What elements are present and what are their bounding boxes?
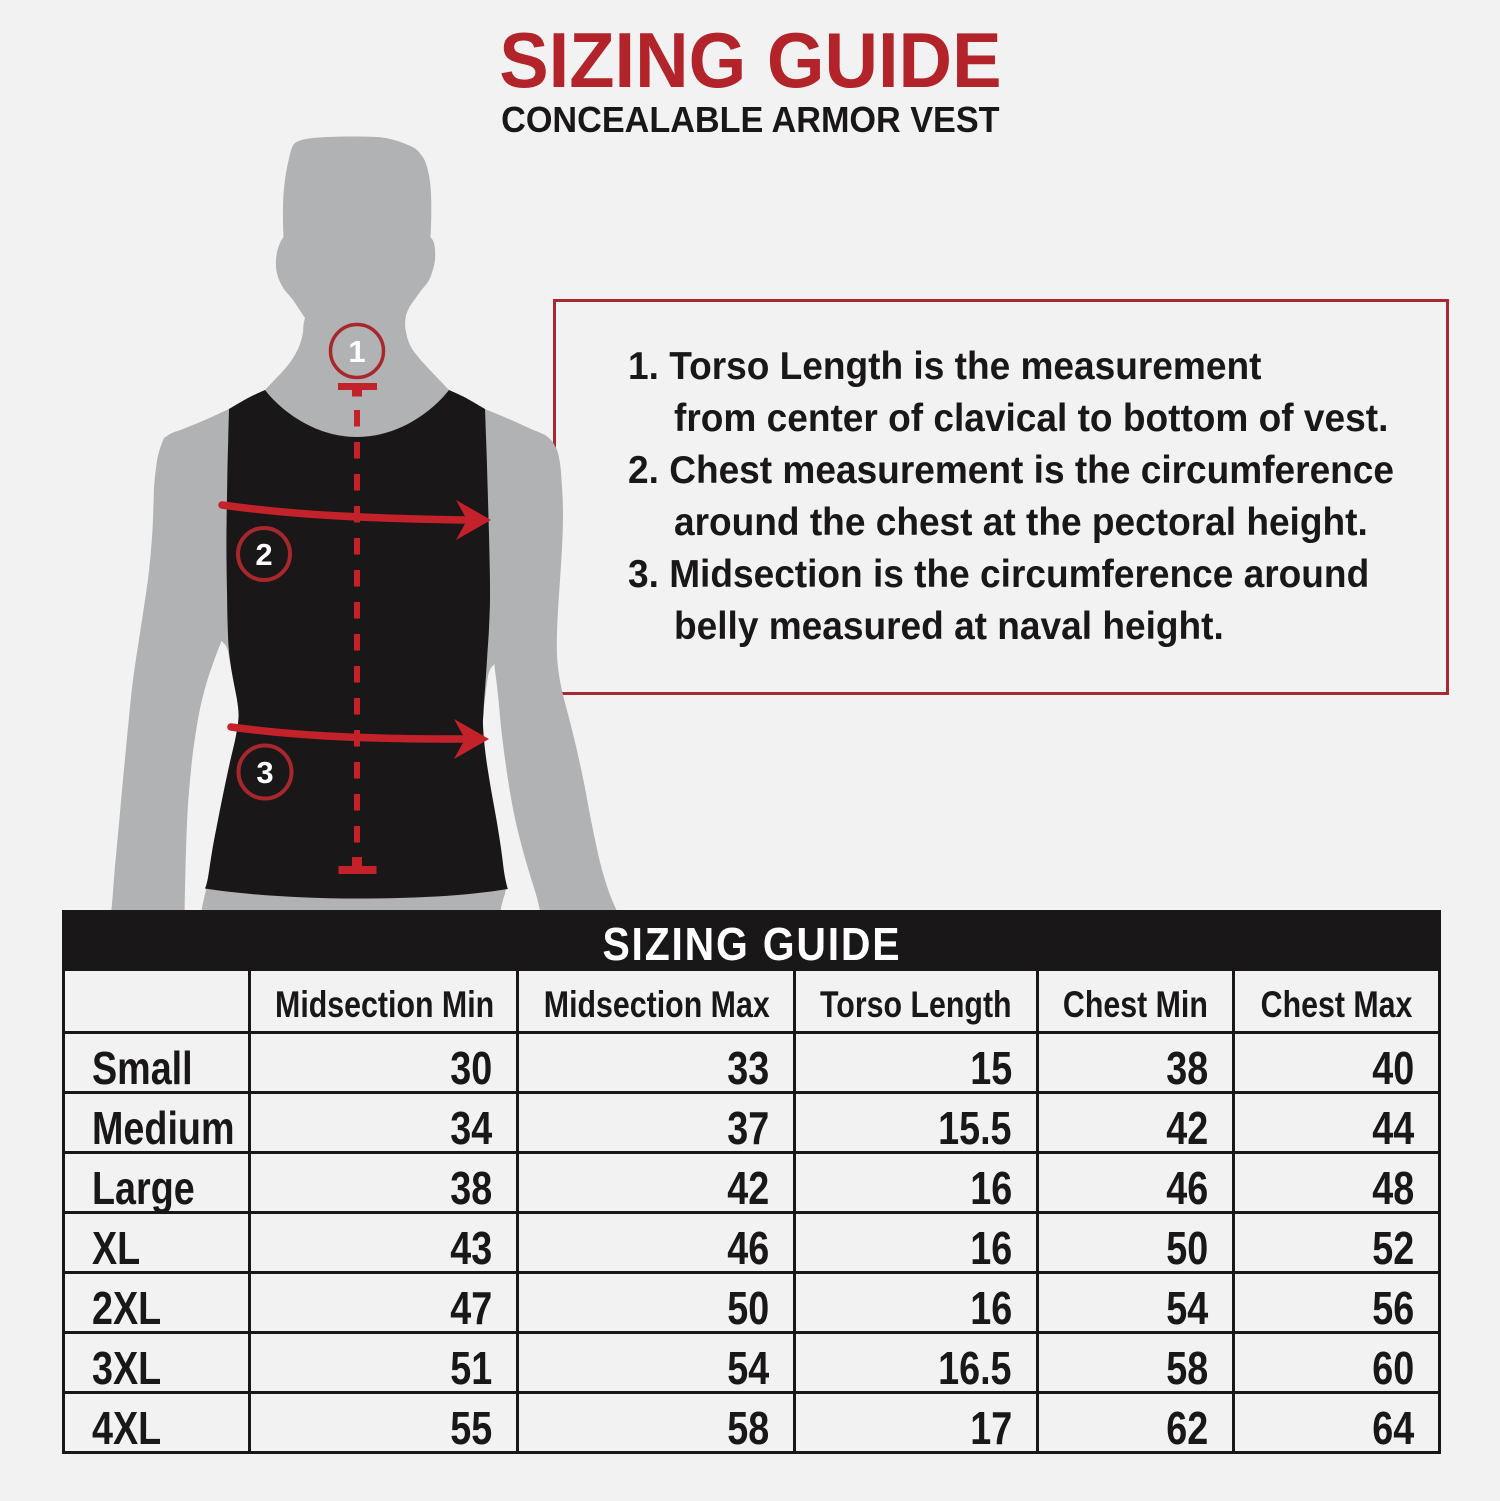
svg-text:2: 2 bbox=[255, 537, 272, 572]
svg-text:1: 1 bbox=[348, 334, 365, 369]
svg-text:3: 3 bbox=[256, 755, 273, 790]
